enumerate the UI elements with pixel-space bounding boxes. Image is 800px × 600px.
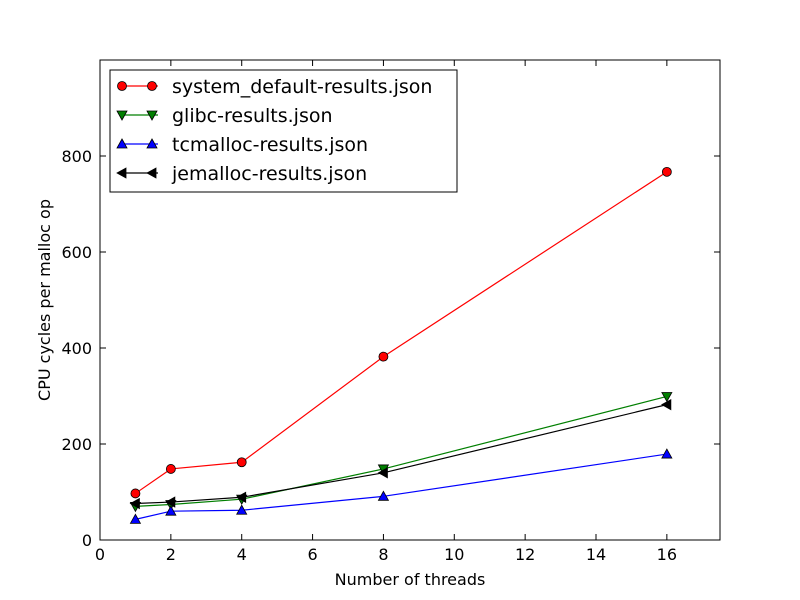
legend-entry: system_default-results.json: [117, 76, 432, 98]
y-tick-label: 400: [61, 339, 92, 358]
legend-entry: tcmalloc-results.json: [116, 134, 368, 156]
data-point: [165, 505, 177, 516]
x-tick-label: 0: [95, 545, 105, 564]
data-point: [165, 496, 176, 508]
legend-marker: [146, 138, 158, 149]
legend-entry: glibc-results.json: [116, 105, 333, 127]
series-tcmalloc-results-json: [129, 448, 673, 524]
x-axis-label: Number of threads: [335, 570, 486, 589]
y-tick-label: 600: [61, 243, 92, 262]
legend-marker: [146, 167, 157, 179]
x-tick-label: 12: [515, 545, 535, 564]
series-jemalloc-results-json: [129, 398, 672, 510]
data-point: [377, 490, 390, 501]
series-system-default-results-json: [130, 166, 672, 499]
axis-ticks: 0 2 4 6 8 10 12 14 16 0 200 400 600 800: [61, 60, 720, 564]
data-point: [129, 497, 140, 510]
data-point: [661, 398, 672, 411]
x-tick-label: 4: [237, 545, 247, 564]
x-tick-label: 8: [378, 545, 388, 564]
legend-marker: [147, 81, 157, 91]
data-point: [129, 513, 142, 524]
series-lines: [129, 166, 673, 524]
data-point: [130, 488, 141, 499]
y-tick-label: 0: [82, 531, 92, 550]
data-point: [236, 457, 247, 468]
data-point: [377, 467, 388, 479]
data-point: [661, 166, 672, 177]
legend-marker: [146, 110, 158, 121]
x-tick-label: 14: [586, 545, 606, 564]
plot-frame: [99, 59, 721, 541]
data-point: [378, 351, 389, 362]
legend-marker: [116, 138, 128, 149]
legend-label: tcmalloc-results.json: [172, 134, 368, 156]
legend-entry: jemalloc-results.json: [116, 163, 367, 185]
y-tick-label: 800: [61, 147, 92, 166]
legend-label: glibc-results.json: [172, 105, 333, 127]
data-point: [235, 491, 247, 503]
x-tick-label: 16: [657, 545, 677, 564]
legend-label: system_default-results.json: [172, 76, 432, 98]
y-tick-label: 200: [61, 435, 92, 454]
data-point: [661, 392, 673, 403]
legend: system_default-results.json glibc-results…: [109, 69, 458, 193]
x-tick-label: 2: [166, 545, 176, 564]
data-point: [236, 504, 248, 515]
legend-label: jemalloc-results.json: [171, 163, 367, 185]
legend-marker: [116, 110, 128, 121]
legend-marker: [116, 167, 127, 179]
data-point: [165, 464, 176, 474]
legend-box: [109, 69, 458, 193]
legend-marker: [117, 81, 127, 91]
x-tick-label: 10: [444, 545, 464, 564]
x-tick-label: 6: [307, 545, 317, 564]
data-point: [661, 448, 673, 459]
y-axis-label: CPU cycles per malloc op: [35, 199, 54, 401]
